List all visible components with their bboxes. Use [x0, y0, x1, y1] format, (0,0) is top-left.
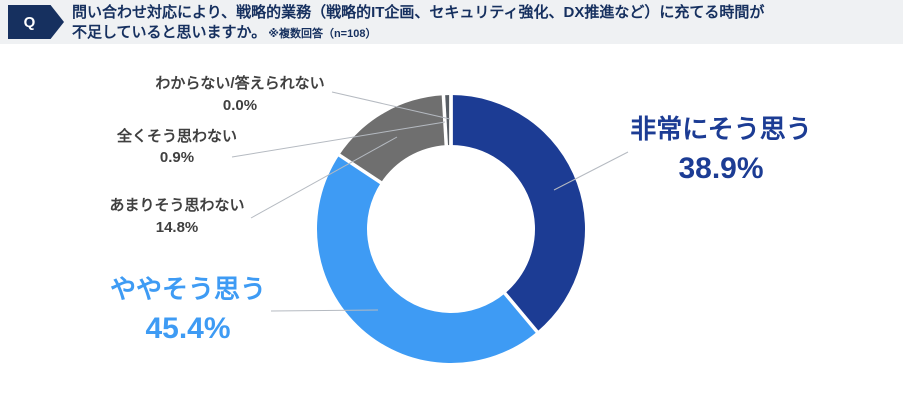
leader-line-1 [270, 309, 379, 312]
question-line-1: 問い合わせ対応により、戦略的業務（戦略的IT企画、セキュリティ強化、DX推進など… [72, 4, 765, 21]
question-note: ※複数回答（n=108） [268, 28, 377, 40]
segment-gap [441, 93, 449, 148]
q-badge-label: Q [23, 13, 36, 31]
callout-wakaranai-value: 0.0% [222, 97, 258, 114]
question-text: 問い合わせ対応により、戦略的業務（戦略的IT企画、セキュリティ強化、DX推進など… [72, 3, 892, 44]
question-header: Q 問い合わせ対応により、戦略的業務（戦略的IT企画、セキュリティ強化、DX推進… [0, 0, 903, 44]
leader-line-0 [553, 151, 629, 191]
callout-hijou-label: 非常にそう思う [630, 114, 812, 144]
callout-wakaranai: わからない/答えられない 0.0% [155, 73, 324, 117]
leader-line-4 [331, 91, 451, 120]
callout-yaya-label: ややそう思う [109, 274, 267, 304]
callout-amari-label: あまりそう思わない [109, 197, 245, 214]
callout-mattaku: 全くそう思わない 0.9% [117, 126, 237, 168]
callout-wakaranai-label: わからない/答えられない [155, 75, 325, 92]
q-badge: Q [8, 5, 64, 39]
leader-line-2 [250, 136, 398, 219]
callout-amari: あまりそう思わない 14.8% [109, 195, 244, 239]
callout-yaya: ややそう思う 45.4% [110, 272, 266, 349]
callout-hijou: 非常にそう思う 38.9% [630, 112, 811, 189]
segment-gap [336, 152, 384, 186]
callout-yaya-value: 45.4% [145, 312, 231, 345]
question-line-2: 不足していると思いますか。 [72, 24, 267, 41]
segment-gap [502, 290, 540, 335]
callout-hijou-value: 38.9% [678, 152, 764, 185]
callout-mattaku-label: 全くそう思わない [116, 128, 238, 145]
donut-segment-0 [451, 95, 585, 332]
callout-amari-value: 14.8% [155, 219, 199, 236]
callout-mattaku-value: 0.9% [159, 149, 195, 166]
leader-line-3 [231, 121, 446, 158]
donut-segment-1 [316, 155, 538, 363]
